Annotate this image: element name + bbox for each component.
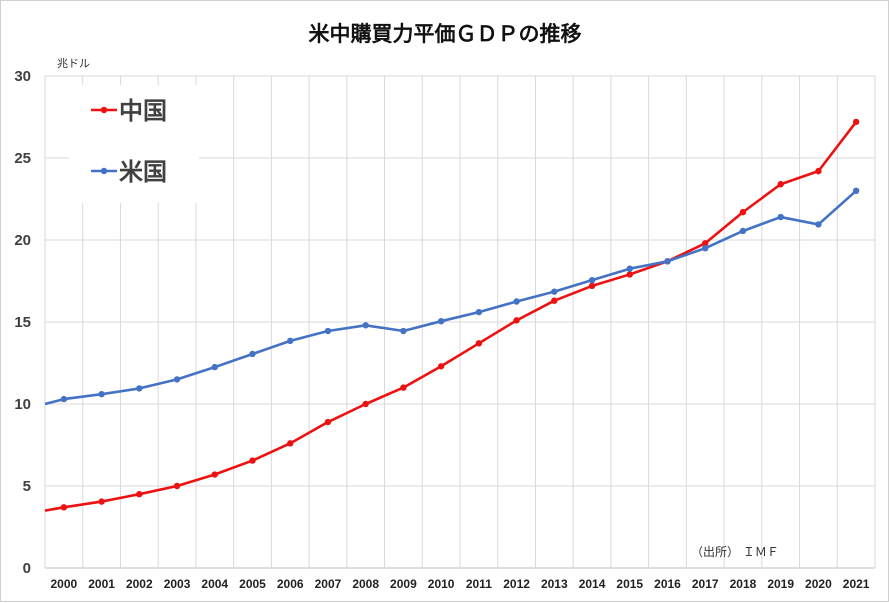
x-tick-label: 2003 bbox=[164, 577, 191, 591]
data-point bbox=[588, 282, 596, 290]
x-tick-label: 2021 bbox=[843, 577, 870, 591]
data-point bbox=[98, 498, 105, 505]
x-tick-label: 2007 bbox=[315, 577, 342, 591]
legend-marker bbox=[100, 167, 108, 175]
x-tick-label: 2010 bbox=[428, 577, 455, 591]
data-point bbox=[60, 395, 68, 403]
y-tick-label: 25 bbox=[14, 150, 31, 167]
y-tick-label: 15 bbox=[14, 314, 31, 331]
x-tick-label: 2016 bbox=[654, 577, 681, 591]
legend-label: 米国 bbox=[119, 158, 167, 186]
data-point bbox=[626, 265, 633, 272]
data-point bbox=[211, 471, 218, 478]
y-tick-label: 5 bbox=[23, 478, 31, 495]
chart-title: 米中購買力平価ＧＤＰの推移 bbox=[309, 22, 582, 46]
data-point bbox=[173, 376, 181, 383]
data-point bbox=[777, 181, 784, 188]
x-tick-label: 2020 bbox=[805, 577, 832, 591]
data-point bbox=[362, 322, 369, 329]
legend-background bbox=[69, 85, 199, 203]
x-tick-label: 2012 bbox=[503, 577, 530, 591]
data-point bbox=[551, 288, 558, 295]
data-point bbox=[777, 213, 784, 221]
data-point bbox=[362, 400, 369, 408]
source-note: （出所） ＩＭＦ bbox=[691, 545, 779, 559]
data-point bbox=[815, 221, 822, 228]
data-point bbox=[136, 491, 143, 498]
x-tick-label: 2009 bbox=[390, 577, 417, 591]
data-point bbox=[815, 167, 822, 175]
x-tick-label: 2001 bbox=[88, 577, 115, 591]
data-point bbox=[852, 187, 860, 194]
data-point bbox=[513, 298, 520, 305]
data-point bbox=[249, 350, 256, 358]
x-tick-label: 2000 bbox=[51, 577, 78, 591]
data-point bbox=[626, 271, 633, 278]
x-tick-label: 2006 bbox=[277, 577, 304, 591]
x-tick-label: 2004 bbox=[201, 577, 228, 591]
x-tick-label: 2019 bbox=[767, 577, 794, 591]
data-point bbox=[324, 418, 332, 426]
data-point bbox=[173, 482, 181, 490]
x-tick-label: 2005 bbox=[239, 577, 266, 591]
data-point bbox=[437, 317, 445, 325]
data-point bbox=[588, 276, 596, 284]
data-point bbox=[664, 258, 671, 265]
data-point bbox=[739, 227, 747, 235]
data-point bbox=[324, 327, 332, 335]
x-tick-label: 2011 bbox=[466, 577, 492, 591]
data-point bbox=[211, 363, 218, 371]
data-point bbox=[852, 118, 860, 126]
x-tick-label: 2008 bbox=[352, 577, 379, 591]
x-tick-label: 2002 bbox=[126, 577, 153, 591]
data-point bbox=[249, 457, 256, 464]
legend-label: 中国 bbox=[119, 97, 167, 125]
data-point bbox=[475, 308, 483, 316]
data-point bbox=[551, 297, 558, 304]
x-tick-label: 2015 bbox=[616, 577, 643, 591]
y-axis-unit-label: 兆ドル bbox=[57, 57, 90, 70]
data-point bbox=[400, 327, 407, 335]
data-point bbox=[287, 440, 294, 447]
data-point bbox=[702, 245, 709, 252]
data-point bbox=[60, 504, 68, 511]
y-tick-label: 20 bbox=[14, 232, 31, 249]
data-point bbox=[287, 337, 294, 345]
data-point bbox=[739, 208, 747, 216]
y-tick-label: 30 bbox=[14, 68, 31, 85]
x-tick-label: 2013 bbox=[541, 577, 568, 591]
data-point bbox=[702, 240, 709, 247]
series-line bbox=[44, 189, 858, 406]
legend-marker bbox=[100, 106, 108, 114]
data-point bbox=[136, 385, 143, 392]
data-point bbox=[513, 317, 520, 324]
x-tick-label: 2017 bbox=[692, 577, 719, 591]
y-tick-label: 10 bbox=[14, 396, 31, 413]
data-point bbox=[400, 384, 407, 391]
x-tick-label: 2018 bbox=[730, 577, 757, 591]
data-point bbox=[437, 363, 445, 370]
x-tick-label: 2014 bbox=[579, 577, 606, 591]
data-point bbox=[475, 340, 483, 347]
data-point bbox=[98, 390, 105, 398]
y-tick-label: 0 bbox=[23, 560, 31, 577]
